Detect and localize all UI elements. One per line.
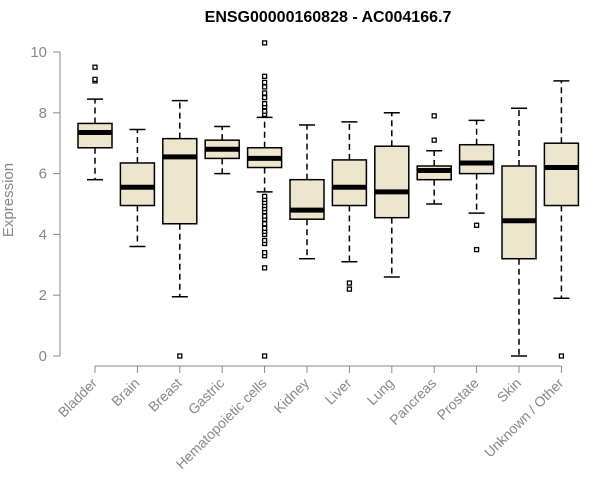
outlier-point [261,249,268,256]
box-group [289,124,325,260]
y-axis: 0 2 4 6 8 10 [30,44,61,365]
outlier-point [431,113,437,119]
box-body [458,143,495,175]
x-tick-label: Pancreas [386,375,439,428]
x-tick-label: Prostate [434,375,482,423]
y-tick-label: 10 [30,44,47,61]
box-series [77,40,580,359]
y-tick-label: 2 [39,287,47,304]
x-tick-label: Skin [494,375,525,406]
box-group [331,121,368,292]
box-body [77,122,113,149]
outlier-point [346,286,353,292]
box-group [119,128,156,248]
box-body [119,162,156,207]
outlier-point [177,353,183,359]
x-tick-label: Brain [108,375,142,409]
outlier-point [261,101,268,107]
box-body [162,137,198,225]
outlier-point [261,213,268,219]
outlier-point [261,84,268,90]
box-group [543,80,580,359]
outlier-point [261,353,268,359]
outlier-point [261,40,268,46]
box-group [458,119,495,253]
box-body [543,142,580,207]
outlier-point [346,280,353,286]
y-tick-label: 6 [39,166,47,183]
box-group [374,112,410,278]
x-tick-label: Bladder [55,375,101,421]
box-group [416,113,452,205]
outlier-point [92,64,98,70]
outlier-point [261,193,268,200]
outlier-point [261,237,268,244]
x-tick-label: Lung [364,375,397,408]
outlier-point [431,137,437,143]
outlier-point [261,265,268,271]
box-group [204,125,240,175]
x-tick-label: Breast [145,375,185,415]
box-group [501,107,537,357]
outlier-point [261,90,268,96]
y-tick-label: 8 [39,105,47,122]
outlier-point [261,94,268,101]
outlier-point [92,76,98,83]
box-body [501,165,537,260]
outlier-point [261,73,268,79]
y-tick-label: 4 [39,226,47,243]
outlier-point [473,222,480,228]
x-tick-label: Unknown / Other [481,375,567,461]
outlier-point [261,221,268,227]
chart-title: ENSG00000160828 - AC004166.7 [205,9,452,26]
outlier-point [558,353,565,359]
box-body [331,159,368,207]
outlier-point [261,108,268,114]
box-group [246,40,283,359]
x-tick-label: Liver [322,375,355,408]
outlier-point [261,79,268,86]
x-tick-label: Kidney [271,375,313,417]
y-tick-label: 0 [39,348,47,365]
outlier-point [261,225,268,231]
outlier-point [473,246,480,253]
box-group [162,99,198,359]
box-body [289,178,325,220]
box-body [374,145,410,219]
box-group [77,64,113,181]
y-axis-label: Expression [0,163,17,237]
